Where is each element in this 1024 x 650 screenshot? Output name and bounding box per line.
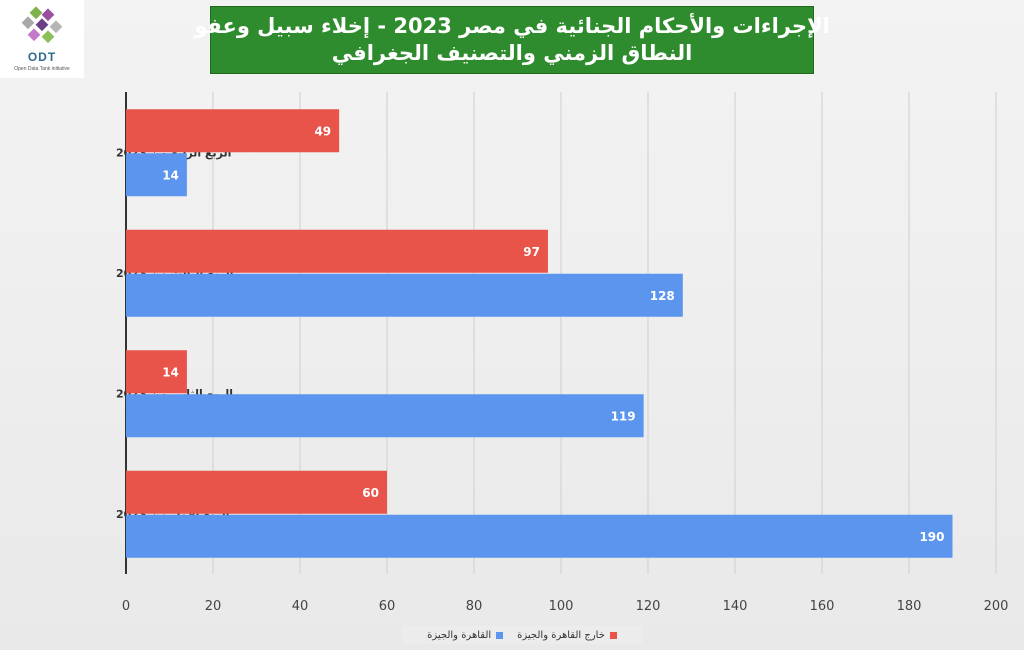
x-tick-label: 120 bbox=[636, 599, 661, 614]
legend-item-outside: خارج القاهرة والجيزة bbox=[517, 630, 617, 641]
logo-subtitle: Open Data Tank initiative bbox=[14, 66, 70, 72]
x-tick-label: 200 bbox=[984, 599, 1009, 614]
chart-title-line-1: الإجراءات والأحكام الجنائية في مصر 2023 … bbox=[194, 14, 830, 38]
data-label: 49 bbox=[314, 124, 331, 138]
x-tick-label: 100 bbox=[549, 599, 574, 614]
chart-title-line-2: النطاق الزمني والتصنيف الجغرافي bbox=[331, 41, 693, 65]
legend-item-cairo-giza: القاهرة والجيزة bbox=[427, 629, 504, 641]
cube-logo-icon bbox=[21, 6, 63, 44]
legend-swatch-outside bbox=[609, 631, 617, 639]
logo-text: ODT bbox=[27, 50, 57, 64]
x-tick-label: 60 bbox=[379, 599, 396, 614]
bar bbox=[126, 394, 644, 438]
bar bbox=[126, 153, 187, 197]
x-tick-label: 40 bbox=[292, 599, 309, 614]
legend-swatch-cairo-giza bbox=[496, 631, 504, 639]
chart-title: الإجراءات والأحكام الجنائية في مصر 2023 … bbox=[194, 6, 830, 74]
legend: خارج القاهرة والجيزة القاهرة والجيزة bbox=[402, 626, 642, 644]
data-label: 128 bbox=[650, 289, 675, 303]
data-label: 97 bbox=[523, 245, 540, 259]
x-tick-label: 80 bbox=[466, 599, 483, 614]
bar bbox=[126, 229, 548, 273]
legend-label-outside: خارج القاهرة والجيزة bbox=[517, 629, 605, 641]
data-label: 190 bbox=[919, 530, 944, 544]
x-tick-label: 160 bbox=[810, 599, 835, 614]
bar bbox=[126, 109, 340, 153]
data-label: 14 bbox=[162, 365, 179, 379]
bar bbox=[126, 470, 387, 514]
legend-label-cairo-giza: القاهرة والجيزة bbox=[427, 629, 492, 641]
data-label: 14 bbox=[162, 168, 179, 182]
bar bbox=[126, 514, 953, 558]
data-label: 60 bbox=[362, 486, 379, 500]
x-tick-label: 180 bbox=[897, 599, 922, 614]
x-tick-label: 140 bbox=[723, 599, 748, 614]
bar bbox=[126, 350, 187, 394]
x-tick-label: 20 bbox=[205, 599, 222, 614]
odt-logo: ODT Open Data Tank initiative bbox=[0, 0, 84, 78]
x-tick-label: 0 bbox=[122, 599, 130, 614]
data-label: 119 bbox=[611, 409, 636, 423]
bar bbox=[126, 273, 683, 317]
